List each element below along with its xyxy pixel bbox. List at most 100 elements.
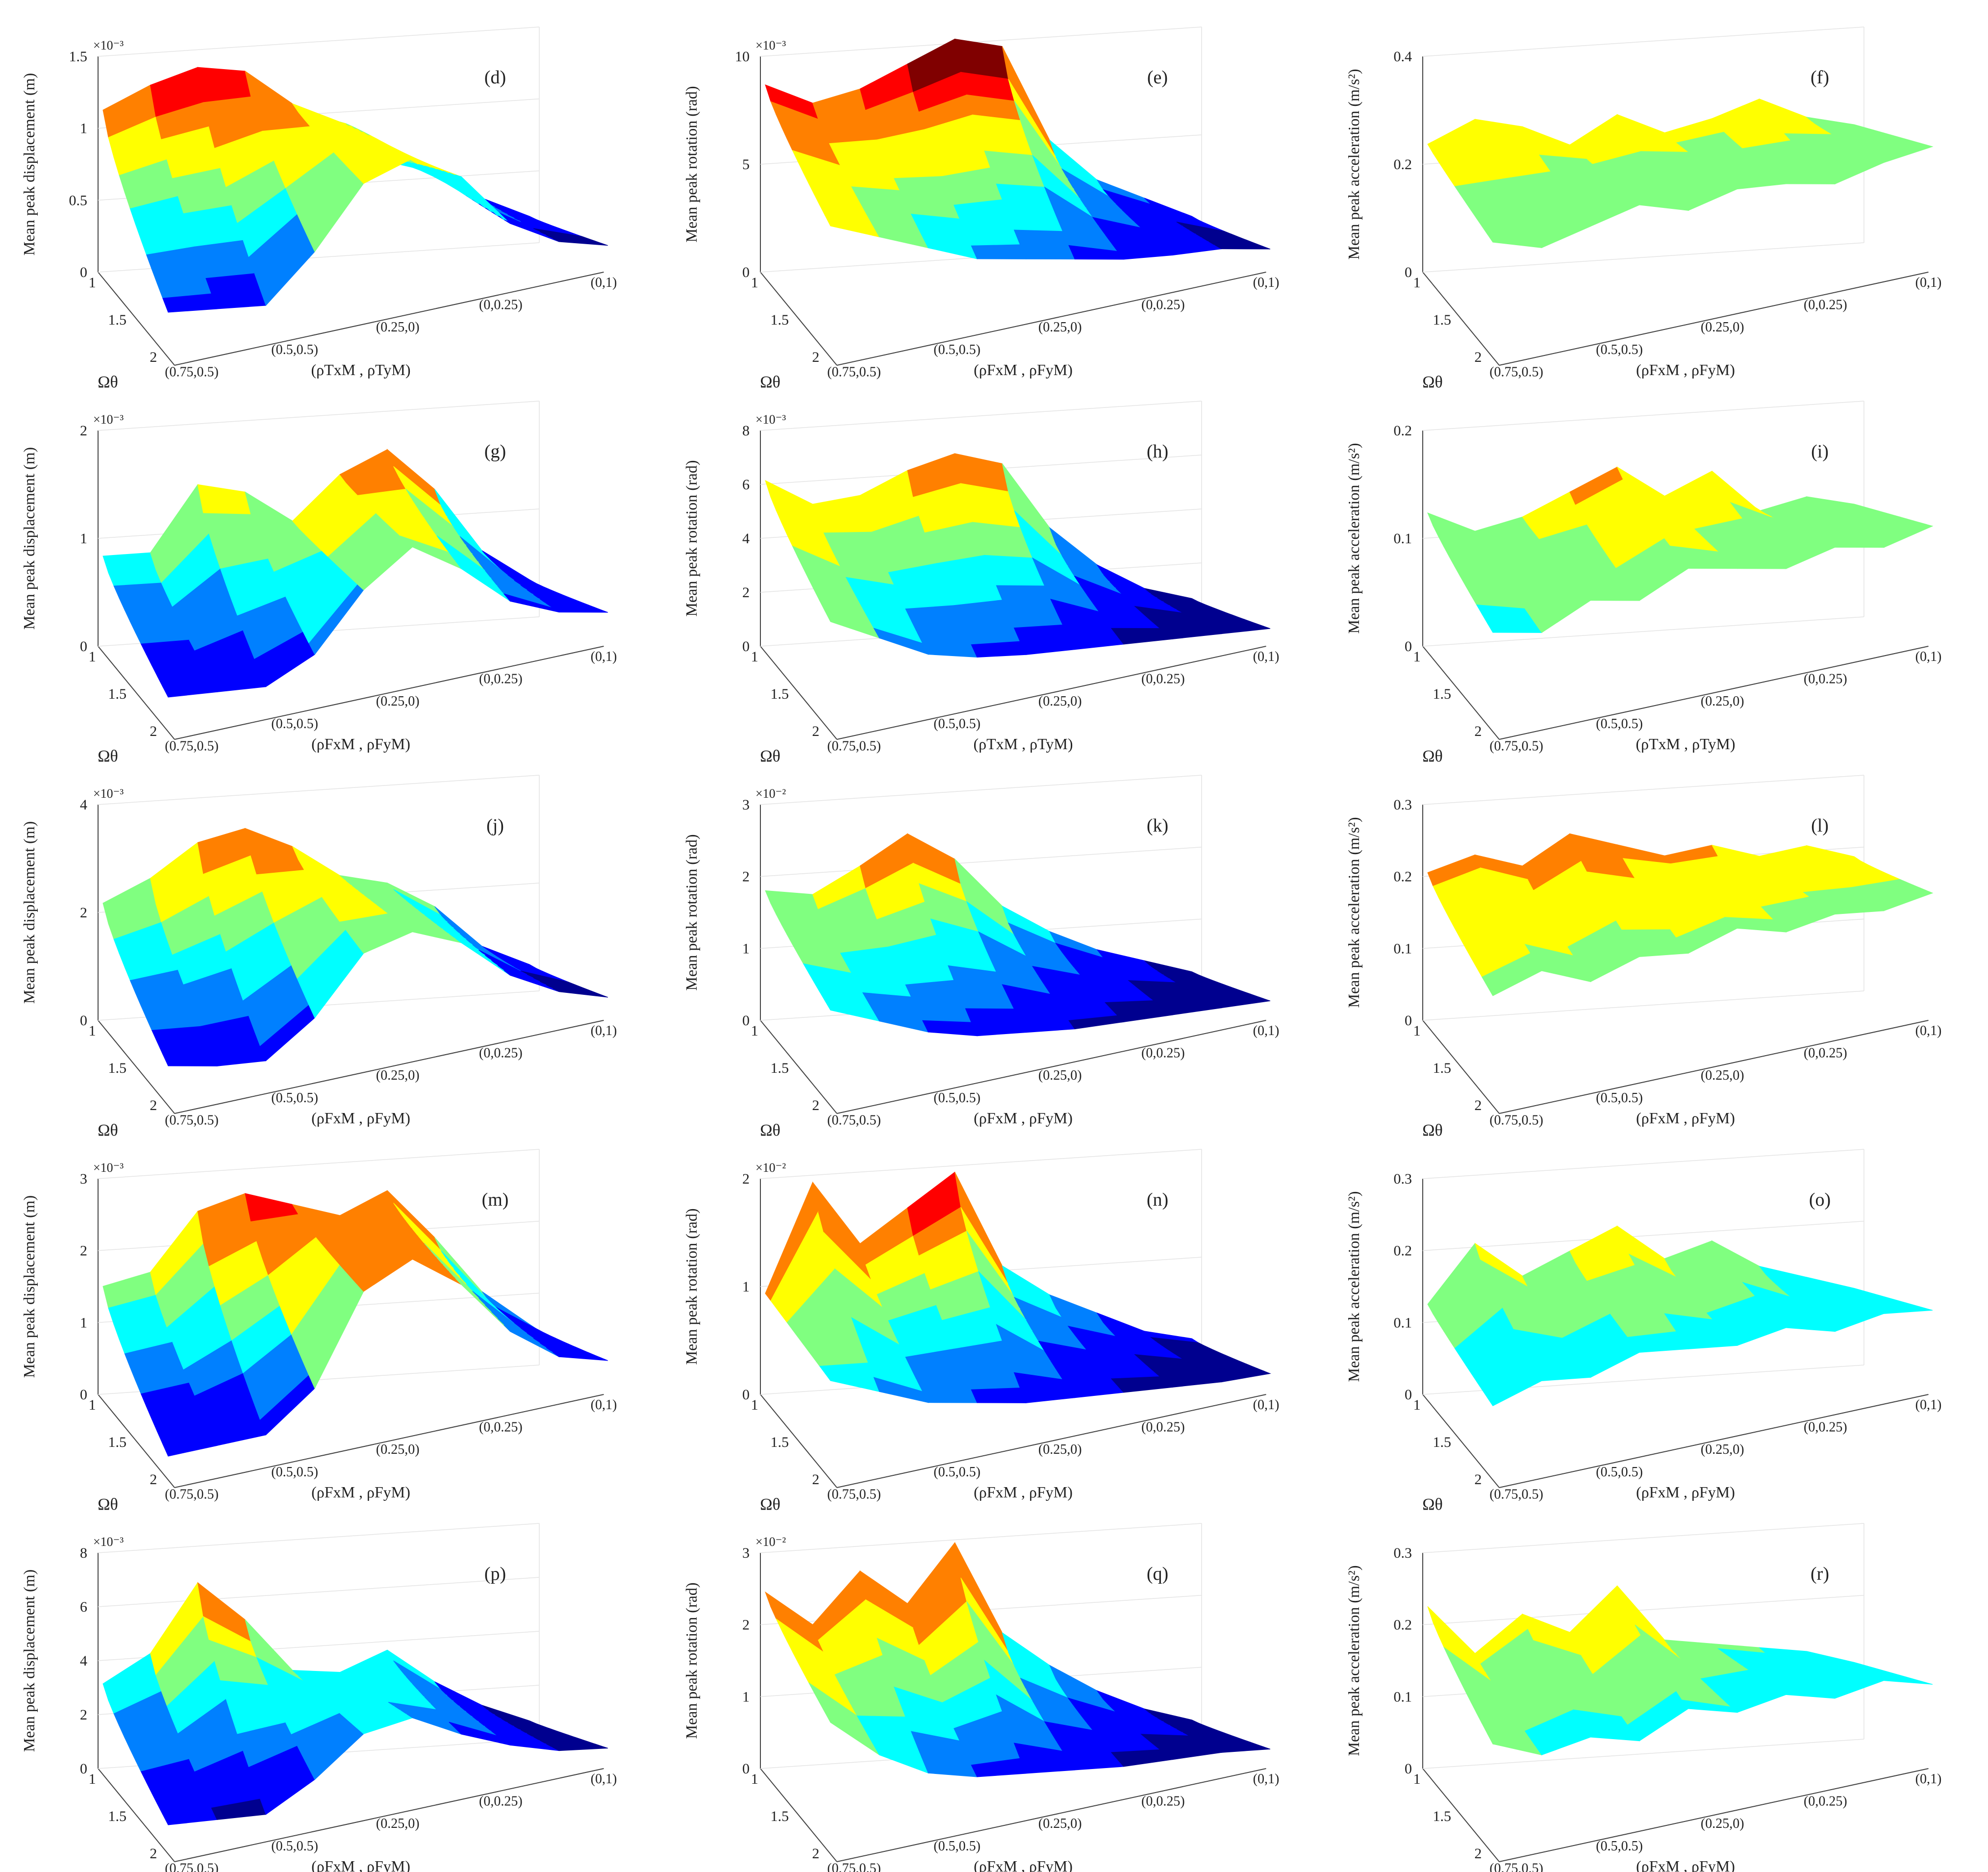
surface-patch <box>1828 543 1885 548</box>
z-tick-label: 2 <box>742 869 750 885</box>
surface-patch <box>1214 245 1271 250</box>
surface-patch <box>1002 599 1057 614</box>
surface-patch <box>812 495 866 521</box>
grid-line <box>760 1149 1202 1179</box>
x-axis-line <box>836 646 1266 740</box>
surface-patch <box>478 1298 534 1339</box>
x-tick-label: (0,1) <box>1915 649 1942 664</box>
x-tick-label: (0.25,0) <box>1038 1816 1082 1831</box>
z-tick-label: 0.2 <box>1394 1617 1412 1633</box>
chart-panel-j: 0 2 4 ×10⁻³ Mean peak displacement (m) 1 1.5 2 Ω… <box>5 748 667 1139</box>
surface-patch <box>1470 208 1526 219</box>
z-axis-label: Mean peak rotation (rad) <box>682 1209 700 1365</box>
y-axis-label: Ωθ <box>98 1121 118 1139</box>
surface <box>1427 1225 1933 1406</box>
x-axis-label: (ρFxM , ρFyM) <box>311 735 410 753</box>
surface-patch <box>1068 636 1124 650</box>
grid-line <box>98 26 540 57</box>
surface-patch <box>466 1284 521 1329</box>
y-tick-label: 1 <box>1413 275 1421 291</box>
x-tick-label: (0.25,0) <box>1701 1068 1744 1083</box>
panel-label: (k) <box>1147 815 1168 836</box>
grid-line <box>1422 401 1864 431</box>
x-tick-label: (0,1) <box>591 1397 617 1413</box>
x-tick-label: (0.75,0.5) <box>827 1113 881 1128</box>
y-axis-line <box>1422 272 1500 366</box>
z-tick-label: 0 <box>742 1387 750 1403</box>
y-axis-label: Ωθ <box>1422 1495 1443 1514</box>
z-tick-label: 6 <box>80 1599 87 1615</box>
surface-patch <box>472 1290 528 1334</box>
x-axis-label: (ρFxM , ρFyM) <box>974 1109 1073 1127</box>
surface-patch <box>157 1039 212 1055</box>
x-tick-label: (0.5,0.5) <box>933 716 981 732</box>
z-tick-label: 2 <box>742 1171 750 1187</box>
surface-patch <box>916 1008 972 1023</box>
y-tick-label: 2 <box>1474 1471 1482 1488</box>
y-axis-line <box>1422 646 1500 740</box>
surface-patch <box>1098 1364 1155 1372</box>
y-axis-line <box>1422 1394 1500 1488</box>
surface-patch <box>552 1352 608 1361</box>
z-exponent: ×10⁻² <box>755 1161 786 1175</box>
y-tick-label: 1 <box>751 649 758 665</box>
surface-patch <box>1700 893 1756 901</box>
grid-line <box>98 1577 540 1607</box>
y-tick-label: 1 <box>1413 1771 1421 1787</box>
z-tick-label: 0.4 <box>1394 49 1412 65</box>
x-tick-label: (0.5,0.5) <box>1596 1839 1643 1854</box>
x-tick-label: (0.5,0.5) <box>271 1465 318 1480</box>
panel-label: (r) <box>1811 1564 1829 1584</box>
x-tick-label: (0,1) <box>1915 275 1942 290</box>
z-exponent: ×10⁻³ <box>93 412 124 427</box>
x-tick-label: (0.75,0.5) <box>1489 1113 1543 1128</box>
y-tick-label: 2 <box>150 1097 157 1113</box>
x-tick-label: (0,1) <box>1253 1771 1280 1787</box>
y-axis-line <box>760 1394 837 1488</box>
z-tick-label: 1 <box>742 1689 750 1705</box>
z-tick-label: 1 <box>80 121 87 137</box>
surface-patch <box>1759 1647 1813 1654</box>
x-axis-label: (ρFxM , ρFyM) <box>974 1857 1073 1872</box>
x-axis-label: (ρTxM , ρTyM) <box>973 735 1073 753</box>
z-tick-label: 0.2 <box>1394 869 1412 885</box>
y-tick-label: 2 <box>812 1097 819 1113</box>
grid-line <box>98 1523 540 1553</box>
x-tick-label: (0.25,0) <box>1701 320 1744 335</box>
grid-line <box>760 1523 1202 1553</box>
x-tick-label: (0.75,0.5) <box>827 738 881 754</box>
y-axis-line <box>98 1768 175 1862</box>
z-axis-label: Mean peak acceleration (m/s²) <box>1345 443 1362 634</box>
x-axis-line <box>174 272 604 366</box>
z-tick-label: 0 <box>742 1761 750 1777</box>
y-axis-line <box>1422 1768 1500 1862</box>
surface-patch <box>1877 1308 1933 1314</box>
x-tick-label: (0,0.25) <box>479 298 523 313</box>
z-tick-label: 2 <box>742 1617 750 1633</box>
grid-line <box>760 401 1202 431</box>
y-tick-label: 1 <box>89 1023 96 1039</box>
surface-patch <box>910 994 966 1009</box>
chart-panel-h: 0 2 4 6 8 ×10⁻³ Mean peak rotation (rad) 1 1.5 2 Ω… <box>667 374 1330 765</box>
x-axis-line <box>836 1394 1266 1488</box>
z-tick-label: 0.3 <box>1394 1545 1412 1561</box>
y-axis-line <box>98 646 175 740</box>
y-tick-label: 1.5 <box>771 1434 789 1450</box>
x-tick-label: (0,0.25) <box>1804 672 1847 687</box>
x-axis-line <box>836 1020 1266 1114</box>
y-tick-label: 1 <box>751 1397 758 1413</box>
y-axis-label: Ωθ <box>98 373 118 391</box>
surface-patch <box>922 643 978 658</box>
panel-label: (d) <box>484 67 506 88</box>
chart-svg: 0 0.1 0.2 0.3 Mean peak acceleration (m/s²) 1… <box>1345 775 1941 1139</box>
x-tick-label: (0.75,0.5) <box>165 364 219 379</box>
z-tick-label: 0.1 <box>1394 940 1412 957</box>
surface-patch <box>430 167 485 208</box>
chart-panel-p: 0 2 4 6 8 ×10⁻³ Mean peak displacement (m) 1 1.5… <box>5 1496 667 1872</box>
surface-patch <box>1214 626 1271 634</box>
x-tick-label: (0.5,0.5) <box>933 1090 981 1106</box>
x-tick-label: (0,0.25) <box>479 1794 523 1809</box>
